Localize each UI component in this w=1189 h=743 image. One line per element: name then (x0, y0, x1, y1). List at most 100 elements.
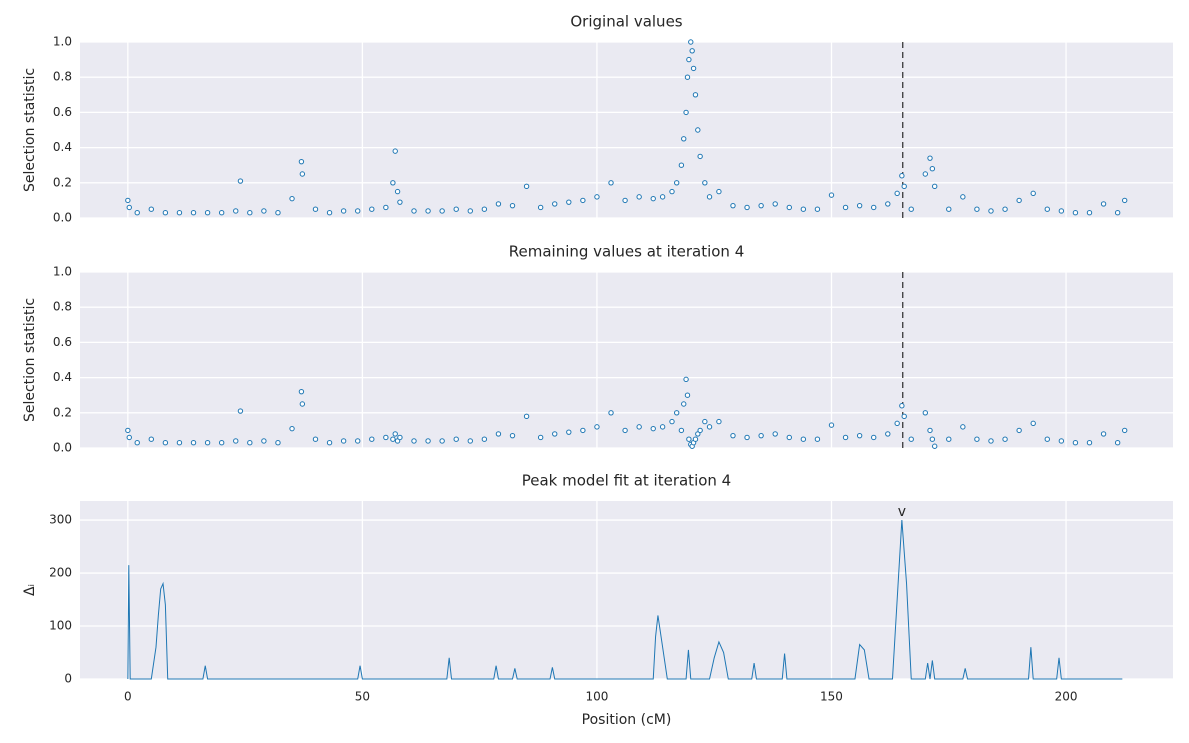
point (922, 410, 929, 416)
point (148, 206, 155, 212)
point (439, 438, 445, 444)
y-tick-label: 1.0 (53, 35, 72, 49)
point (594, 194, 600, 200)
point (885, 431, 891, 437)
y-tick-label: 0.2 (53, 175, 72, 189)
point (237, 408, 244, 414)
point (509, 202, 516, 209)
point (899, 173, 905, 179)
point (828, 192, 835, 198)
point (126, 204, 132, 211)
point (692, 436, 699, 442)
point (681, 401, 687, 407)
point (369, 206, 375, 212)
point (686, 436, 692, 442)
point (772, 431, 778, 437)
point (622, 197, 628, 204)
point (453, 436, 459, 442)
point (1044, 436, 1050, 442)
x-tick-label: 0 (124, 690, 132, 704)
point (659, 424, 666, 430)
point (397, 199, 403, 205)
point (927, 155, 933, 161)
point (125, 197, 131, 204)
x-tick-label: 100 (585, 690, 608, 704)
point (673, 180, 680, 186)
plot-area (80, 42, 1173, 218)
point (481, 436, 488, 442)
point (669, 418, 675, 425)
point (1121, 427, 1128, 434)
y-axis-label: Selection statistic (22, 68, 38, 192)
point (1121, 197, 1128, 204)
point (218, 210, 225, 216)
point (390, 180, 396, 186)
point (922, 171, 929, 177)
y-axis-label: Δᵢ (22, 584, 38, 596)
y-tick-label: 0.8 (53, 70, 72, 84)
point (686, 56, 692, 63)
point (580, 427, 586, 434)
x-tick-label: 200 (1055, 690, 1078, 704)
point (678, 427, 685, 434)
point (233, 438, 239, 444)
point (946, 206, 952, 212)
point (1002, 206, 1008, 212)
point (871, 434, 877, 441)
point (1072, 210, 1079, 216)
point (467, 438, 473, 444)
point (425, 208, 431, 214)
point (636, 194, 642, 200)
point (340, 208, 347, 214)
point (580, 197, 586, 204)
point (894, 420, 900, 427)
point (622, 427, 628, 434)
point (523, 413, 530, 420)
point (744, 434, 750, 441)
point (931, 443, 938, 449)
point (673, 410, 680, 416)
point (261, 208, 267, 214)
y-tick-label: 0.2 (53, 405, 72, 419)
point (237, 178, 244, 184)
point (312, 206, 319, 212)
point (608, 410, 614, 416)
point (1072, 440, 1079, 446)
point (1114, 440, 1121, 446)
point (885, 201, 891, 207)
point (1100, 201, 1107, 207)
point (908, 436, 914, 442)
point (695, 127, 701, 133)
point (786, 434, 792, 441)
point (495, 201, 502, 207)
point (355, 438, 361, 444)
y-tick-label: 100 (49, 619, 72, 633)
point (162, 210, 169, 216)
point (894, 190, 900, 197)
point (383, 204, 389, 211)
point (758, 432, 764, 439)
point (697, 427, 703, 434)
point (929, 436, 936, 442)
point (566, 429, 572, 435)
point (1002, 436, 1008, 442)
panel-title: Original values (570, 13, 682, 31)
point (247, 210, 253, 216)
point (289, 425, 295, 432)
point (1044, 206, 1050, 212)
y-tick-label: 0 (64, 672, 72, 686)
y-tick-label: 0.6 (53, 335, 72, 349)
x-tick-label: 150 (820, 690, 843, 704)
point (190, 210, 197, 216)
point (683, 109, 689, 116)
y-tick-label: 0.6 (53, 105, 72, 119)
point (684, 392, 691, 398)
point (684, 74, 691, 80)
point (946, 436, 952, 442)
point (706, 424, 713, 430)
annotation: v (898, 504, 906, 520)
point (931, 183, 938, 190)
point (1030, 420, 1036, 427)
point (1030, 190, 1036, 197)
